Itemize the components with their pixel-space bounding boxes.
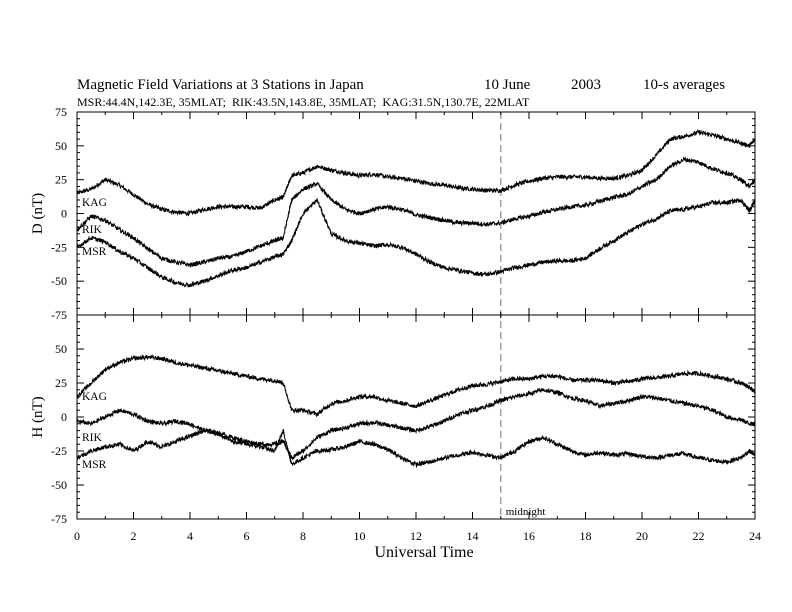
y-tick-label: 0 (61, 410, 67, 424)
x-tick-label: 0 (74, 529, 80, 543)
y-tick-label: -25 (51, 444, 67, 458)
chart-subtitle: MSR:44.4N,142.3E, 35MLAT; RIK:43.5N,143.… (77, 95, 530, 109)
x-tick-label: 16 (523, 529, 535, 543)
y-axis-label-0: D (nT) (30, 193, 46, 234)
series-line-rik-0 (76, 156, 756, 269)
y-tick-label: 0 (61, 207, 67, 221)
x-tick-label: 14 (467, 529, 479, 543)
x-tick-label: 12 (410, 529, 422, 543)
y-tick-label: 25 (55, 173, 67, 187)
series-line-rik-1 (76, 387, 756, 461)
series-line-kag-0 (76, 128, 756, 217)
series-label-msr: MSR (82, 246, 107, 258)
y-tick-label: -75 (51, 512, 67, 526)
series-label-rik: RIK (82, 432, 103, 444)
series-label-kag: KAG (82, 391, 107, 403)
chart-year: 2003 (571, 77, 601, 93)
x-tick-label: 2 (131, 529, 137, 543)
y-tick-label: -25 (51, 240, 67, 254)
series-line-msr-0 (76, 197, 756, 288)
midnight-label: midnight (506, 506, 546, 518)
series-line-kag-1 (76, 353, 756, 418)
x-tick-label: 10 (354, 529, 366, 543)
x-tick-label: 18 (580, 529, 592, 543)
y-axis-label-1: H (nT) (30, 396, 46, 437)
x-tick-label: 20 (636, 529, 648, 543)
chart-averaging: 10-s averages (643, 77, 725, 93)
x-tick-label: 22 (693, 529, 705, 543)
x-axis-label: Universal Time (374, 544, 473, 561)
series-label-kag: KAG (82, 197, 107, 209)
panel-frame-1 (76, 314, 756, 520)
y-tick-label: 25 (55, 376, 67, 390)
chart-date: 10 June (484, 77, 531, 93)
y-tick-label: 75 (55, 105, 67, 119)
y-tick-label: 50 (55, 139, 67, 153)
y-tick-label: -50 (51, 274, 67, 288)
x-tick-label: 4 (187, 529, 193, 543)
x-tick-label: 8 (300, 529, 306, 543)
chart-title: Magnetic Field Variations at 3 Stations … (77, 77, 364, 93)
series-label-msr: MSR (82, 459, 107, 471)
x-tick-label: 24 (749, 529, 761, 543)
y-tick-label: 50 (55, 342, 67, 356)
x-tick-label: 6 (244, 529, 250, 543)
series-line-msr-1 (76, 427, 756, 469)
y-tick-label: -50 (51, 478, 67, 492)
series-label-rik: RIK (82, 224, 103, 236)
y-tick-label: -75 (51, 308, 67, 322)
